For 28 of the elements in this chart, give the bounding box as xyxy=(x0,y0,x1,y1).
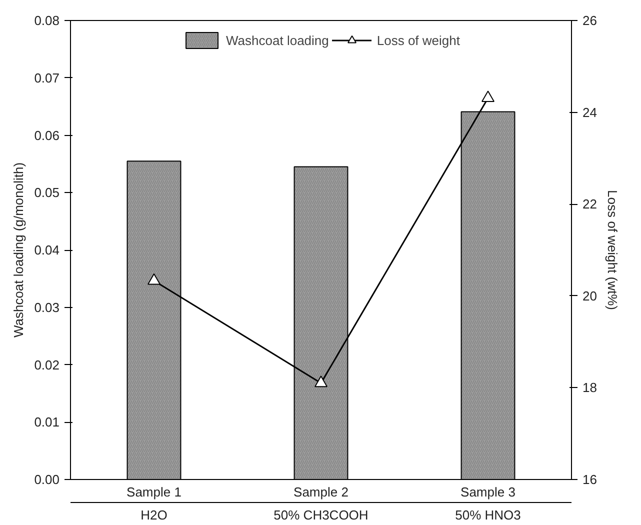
text: 50% CH3COOH xyxy=(274,508,368,522)
y2-tick-label: 22 xyxy=(582,196,597,212)
y-tick-label: 0.03 xyxy=(34,300,60,315)
y2-tick-label: 20 xyxy=(582,288,597,304)
legend-label: Loss of weight xyxy=(376,32,460,48)
y2-tick-label: 26 xyxy=(582,13,597,28)
y-tick-label: 0.08 xyxy=(34,13,60,28)
point xyxy=(482,90,494,102)
y-axis-title: Washcoat loading (g/monolith) xyxy=(11,162,26,338)
x-tick-label: Sample 1 xyxy=(126,484,182,500)
y-tick-label: 0.06 xyxy=(34,128,60,143)
y2-tick-label: 16 xyxy=(582,472,597,487)
text: 50% HNO3 xyxy=(455,508,521,522)
text: H2O xyxy=(140,508,168,522)
y2-tick-label: 18 xyxy=(582,380,597,396)
x-tick-label: Sample 2 xyxy=(294,484,348,500)
y-tick-label: 0.00 xyxy=(34,472,60,487)
y-tick-label: 0.07 xyxy=(34,70,60,86)
y2-axis-title: Loss of weight (wt%) xyxy=(604,190,620,310)
point xyxy=(148,273,160,285)
x-tick-label: Sample 3 xyxy=(460,484,516,500)
y-tick-label: 0.05 xyxy=(34,185,60,200)
y-tick-label: 0.02 xyxy=(34,357,60,372)
point xyxy=(314,376,328,388)
y2-tick-label: 24 xyxy=(582,104,597,120)
legend-label: Washcoat loading xyxy=(226,32,329,48)
y-tick-label: 0.04 xyxy=(34,242,60,258)
y-tick-label: 0.01 xyxy=(34,414,60,430)
